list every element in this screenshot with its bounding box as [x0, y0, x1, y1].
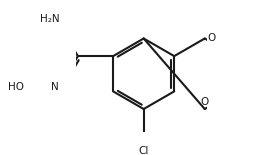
Text: N: N [51, 82, 59, 92]
Text: O: O [201, 97, 209, 107]
Text: O: O [207, 33, 215, 44]
Text: H₂N: H₂N [40, 14, 60, 24]
Text: Cl: Cl [139, 146, 149, 155]
Text: HO: HO [8, 82, 24, 92]
